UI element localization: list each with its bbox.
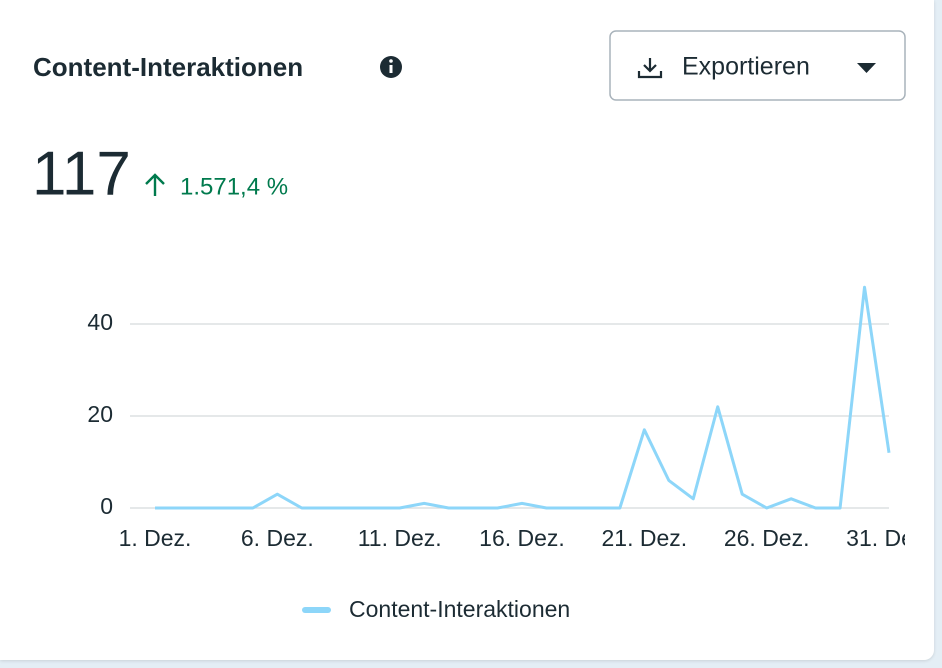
x-tick-label: 26. Dez. [724, 525, 810, 551]
y-tick-label: 40 [87, 309, 113, 335]
x-tick-label: 1. Dez. [119, 525, 192, 551]
panel: Content-Interaktionen Exportieren 117 1.… [32, 30, 932, 622]
y-tick-label: 20 [87, 401, 113, 427]
x-tick-label: 16. Dez. [479, 525, 565, 551]
export-button[interactable]: Exportieren [609, 30, 906, 101]
x-tick-label: 31. Dez. [846, 525, 932, 551]
x-tick-label: 6. Dez. [241, 525, 314, 551]
change: 1.571,4 % [180, 173, 288, 200]
x-tick-label: 11. Dez. [358, 525, 442, 551]
y-tick-label: 0 [100, 493, 113, 519]
line [155, 285, 891, 510]
title: Content-Interaktionen [33, 52, 303, 82]
legend-label: Content-Interaktionen [349, 596, 570, 622]
info-icon[interactable] [380, 56, 402, 78]
total: 117 [32, 139, 131, 208]
up-arrow [145, 173, 165, 196]
x-tick-label: 21. Dez. [602, 525, 688, 551]
card: Content-Interaktionen Exportieren 117 1.… [0, 0, 934, 660]
button-label: Exportieren [682, 53, 810, 81]
